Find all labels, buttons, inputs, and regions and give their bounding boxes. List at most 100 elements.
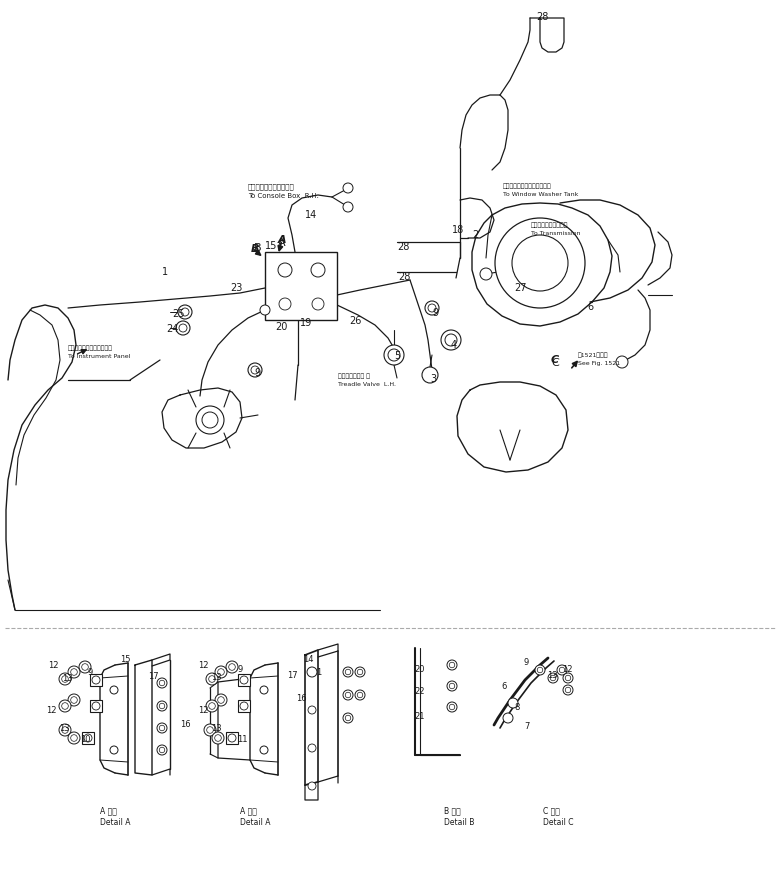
Circle shape <box>228 734 236 742</box>
Text: 13: 13 <box>62 674 73 683</box>
Circle shape <box>566 675 571 681</box>
Circle shape <box>512 235 568 291</box>
Circle shape <box>68 732 80 744</box>
Circle shape <box>343 690 353 700</box>
Text: コンソールボックス右へ: コンソールボックス右へ <box>248 183 295 190</box>
Text: 28: 28 <box>397 242 410 252</box>
Circle shape <box>559 667 565 672</box>
Circle shape <box>357 692 363 698</box>
Circle shape <box>260 305 270 315</box>
Text: 8: 8 <box>514 703 519 712</box>
Circle shape <box>495 218 585 308</box>
Text: インストルメントパネルへ: インストルメントパネルへ <box>68 345 113 351</box>
Circle shape <box>251 366 259 374</box>
Circle shape <box>343 713 353 723</box>
Bar <box>265 252 337 320</box>
Text: 5: 5 <box>394 351 400 361</box>
Circle shape <box>346 669 351 675</box>
Circle shape <box>71 735 77 741</box>
Circle shape <box>508 698 518 708</box>
Circle shape <box>566 687 571 692</box>
Text: To Transmission: To Transmission <box>531 231 580 236</box>
Text: トランスミッションへ: トランスミッションへ <box>531 222 569 227</box>
Text: 16: 16 <box>180 720 190 729</box>
Circle shape <box>248 363 262 377</box>
Circle shape <box>215 735 222 741</box>
Circle shape <box>308 744 316 752</box>
Text: 20: 20 <box>414 665 424 674</box>
Circle shape <box>71 697 77 703</box>
Text: Treadle Valve  L.H.: Treadle Valve L.H. <box>338 382 396 387</box>
Text: 15: 15 <box>120 655 130 664</box>
Text: 1: 1 <box>316 668 321 677</box>
Text: 18: 18 <box>452 225 464 235</box>
Circle shape <box>202 412 218 428</box>
Text: 19: 19 <box>300 318 312 328</box>
Text: 28: 28 <box>398 272 410 282</box>
Circle shape <box>212 732 224 744</box>
Circle shape <box>92 702 100 710</box>
Circle shape <box>307 667 317 677</box>
Circle shape <box>260 686 268 694</box>
Circle shape <box>229 664 236 671</box>
Circle shape <box>68 694 80 706</box>
Text: 4: 4 <box>451 340 457 350</box>
Text: 6: 6 <box>501 682 506 691</box>
Text: 15: 15 <box>265 241 278 251</box>
Circle shape <box>279 298 291 310</box>
Text: See Fig. 1521: See Fig. 1521 <box>578 361 620 366</box>
Circle shape <box>384 345 404 365</box>
Circle shape <box>311 263 325 277</box>
Circle shape <box>59 673 71 685</box>
Circle shape <box>204 724 216 736</box>
Circle shape <box>312 298 324 310</box>
Text: 26: 26 <box>349 316 361 326</box>
Circle shape <box>616 356 628 368</box>
Circle shape <box>346 692 351 698</box>
Text: 3: 3 <box>430 374 436 384</box>
Text: 17: 17 <box>287 671 298 680</box>
Text: C 詳細: C 詳細 <box>543 806 560 815</box>
Text: Detail A: Detail A <box>100 818 130 827</box>
Text: B 詳細: B 詳細 <box>444 806 461 815</box>
Circle shape <box>159 747 165 753</box>
Circle shape <box>563 673 573 683</box>
Circle shape <box>62 676 69 682</box>
Circle shape <box>218 697 225 703</box>
Text: 27: 27 <box>514 283 526 293</box>
Circle shape <box>480 268 492 280</box>
Text: 前1521図参照: 前1521図参照 <box>578 352 608 358</box>
Text: 24: 24 <box>166 324 179 334</box>
Bar <box>90 674 102 686</box>
Text: A 詳細: A 詳細 <box>240 806 257 815</box>
Circle shape <box>226 661 238 673</box>
Circle shape <box>445 334 457 346</box>
Circle shape <box>110 746 118 754</box>
Circle shape <box>503 713 513 723</box>
Text: A: A <box>278 238 285 248</box>
Text: C: C <box>551 358 558 368</box>
Circle shape <box>308 706 316 714</box>
Circle shape <box>240 676 248 684</box>
Circle shape <box>176 321 190 335</box>
Circle shape <box>535 665 545 675</box>
Circle shape <box>428 304 436 312</box>
Circle shape <box>343 183 353 193</box>
Text: 9: 9 <box>254 368 260 378</box>
Circle shape <box>557 665 567 675</box>
Text: A: A <box>278 235 286 245</box>
Circle shape <box>563 685 573 695</box>
Circle shape <box>196 406 224 434</box>
Circle shape <box>110 686 118 694</box>
Text: ウィンドウォッシャタンクへ: ウィンドウォッシャタンクへ <box>503 183 551 189</box>
Circle shape <box>449 662 455 668</box>
Circle shape <box>159 726 165 731</box>
Text: 12: 12 <box>198 661 208 670</box>
Circle shape <box>215 666 227 678</box>
Text: トレドルバルブ 左: トレドルバルブ 左 <box>338 373 370 379</box>
Circle shape <box>181 308 189 316</box>
Circle shape <box>355 690 365 700</box>
Circle shape <box>157 678 167 688</box>
Circle shape <box>537 667 543 672</box>
Circle shape <box>447 660 457 670</box>
